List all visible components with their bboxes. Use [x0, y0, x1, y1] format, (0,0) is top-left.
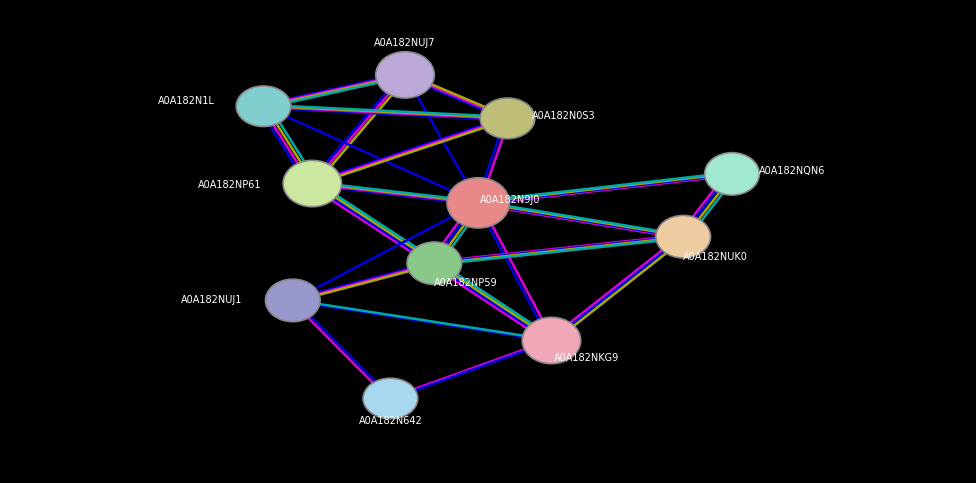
Text: A0A182NKG9: A0A182NKG9 — [554, 354, 620, 363]
Ellipse shape — [480, 98, 535, 139]
Text: A0A182NP61: A0A182NP61 — [198, 180, 262, 189]
Ellipse shape — [283, 160, 342, 207]
Ellipse shape — [522, 317, 581, 364]
Text: A0A182N1L: A0A182N1L — [158, 97, 215, 106]
Text: A0A182NUJ1: A0A182NUJ1 — [181, 296, 242, 305]
Text: A0A182NQN6: A0A182NQN6 — [759, 167, 826, 176]
Ellipse shape — [363, 378, 418, 419]
Text: A0A182N642: A0A182N642 — [358, 416, 423, 426]
Ellipse shape — [656, 215, 711, 258]
Ellipse shape — [265, 279, 320, 322]
Ellipse shape — [376, 52, 434, 98]
Text: A0A182NUJ7: A0A182NUJ7 — [374, 38, 436, 48]
Text: A0A182N0S3: A0A182N0S3 — [532, 111, 595, 121]
Text: A0A182NUK0: A0A182NUK0 — [683, 252, 748, 262]
Ellipse shape — [407, 242, 462, 284]
Text: A0A182NP59: A0A182NP59 — [434, 278, 498, 287]
Ellipse shape — [447, 178, 509, 228]
Ellipse shape — [705, 153, 759, 195]
Ellipse shape — [236, 86, 291, 127]
Text: A0A182N9J0: A0A182N9J0 — [480, 196, 541, 205]
